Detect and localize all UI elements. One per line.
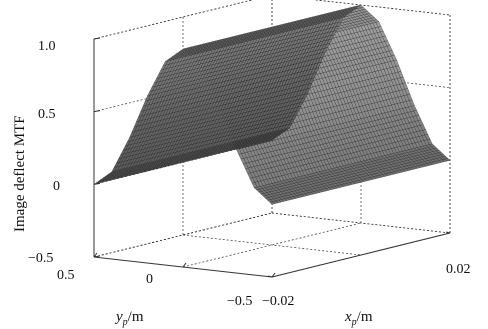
y-tick-label: 0.5: [57, 268, 75, 283]
z-tick: [93, 110, 101, 113]
x-axis-label: xp/m: [344, 309, 373, 328]
surface-plot: [93, 4, 451, 205]
y-tick: [271, 272, 276, 278]
z-tick: [93, 255, 101, 258]
grid-line: [93, 0, 254, 40]
x-axis-line: [271, 232, 451, 278]
z-tick-label: −0.5: [28, 251, 53, 266]
z-tick-label: 0: [53, 179, 60, 194]
x-tick: [445, 231, 451, 234]
z-tick-label: 1.0: [38, 39, 56, 54]
y-tick-label: 0: [146, 272, 153, 287]
z-tick: [93, 37, 101, 40]
grid-line: [182, 222, 362, 268]
grid-line: [93, 212, 273, 258]
axes-box-front: [93, 37, 451, 278]
z-tick: [93, 182, 101, 185]
y-tick: [93, 252, 98, 258]
z-axis-label: Image deflect MTF: [12, 115, 28, 232]
z-tick-label: 0.5: [38, 107, 56, 122]
grid-line: [182, 234, 362, 256]
y-axis-label: yp/m: [114, 309, 144, 328]
y-tick-label: −0.5: [227, 294, 252, 309]
x-tick-label: 0.02: [446, 262, 471, 277]
y-tick: [182, 262, 187, 268]
x-tick-label: −0.02: [262, 294, 294, 309]
x-tick: [267, 275, 273, 278]
surface-patch: [268, 138, 275, 142]
